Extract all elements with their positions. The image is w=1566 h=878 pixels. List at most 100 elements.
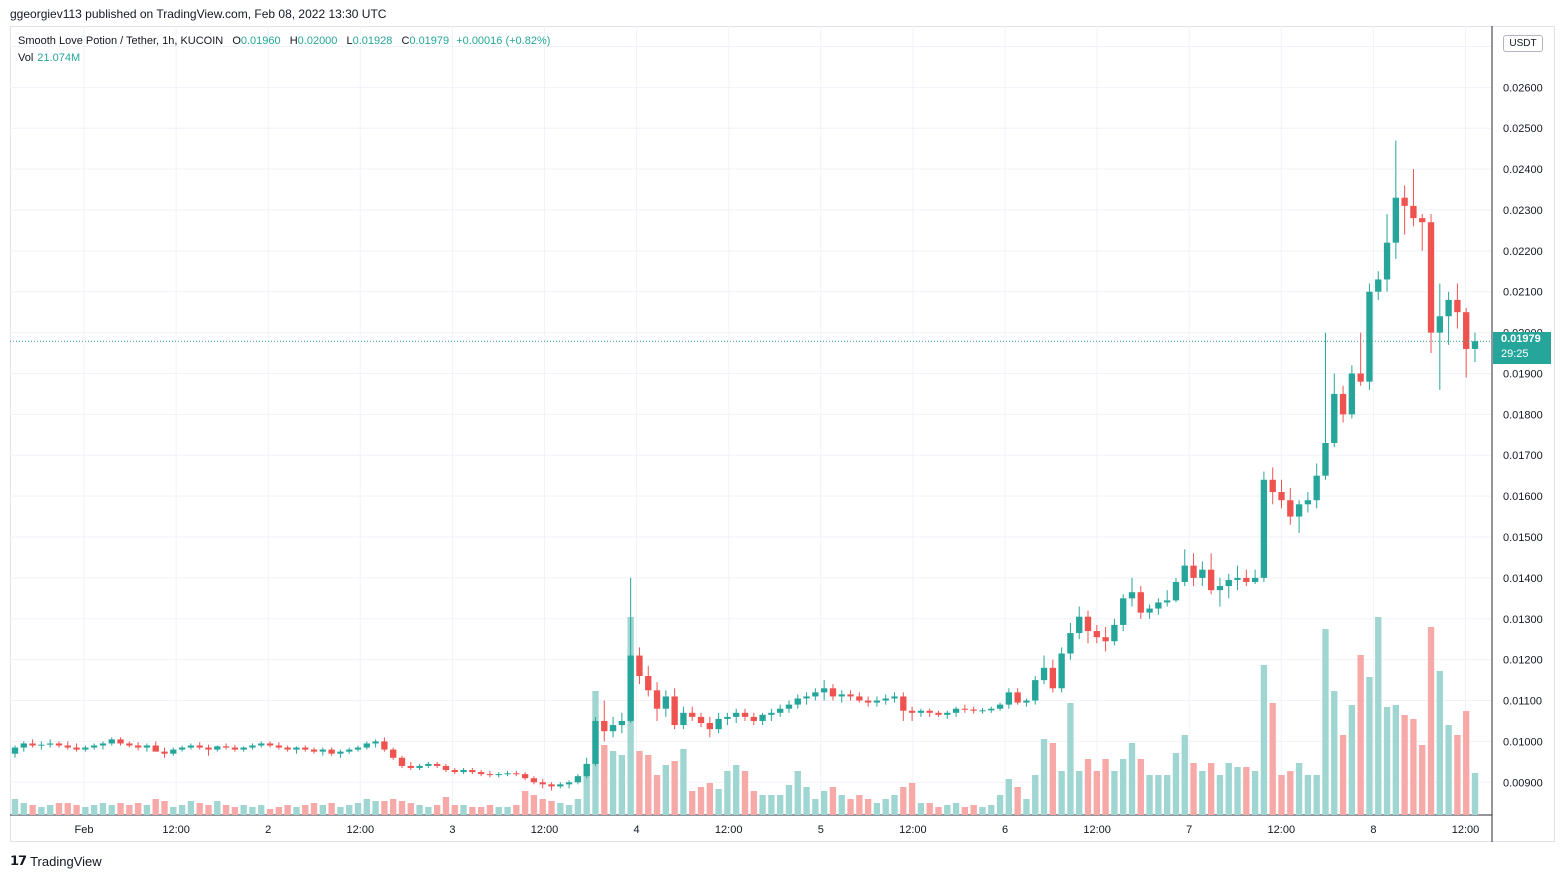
candle-body bbox=[759, 714, 766, 721]
volume-bar bbox=[794, 771, 801, 815]
volume-bar bbox=[741, 771, 749, 815]
publisher-line: ggeorgiev113 published on TradingView.co… bbox=[10, 7, 387, 21]
low-value: 0.01928 bbox=[352, 35, 393, 47]
volume-bar bbox=[565, 805, 573, 815]
candle-body bbox=[302, 747, 309, 750]
volume-bar bbox=[935, 807, 942, 815]
volume-bar bbox=[1155, 775, 1162, 815]
candle-body bbox=[258, 743, 265, 746]
candle-body bbox=[645, 676, 652, 691]
volume-bar bbox=[1049, 743, 1056, 815]
candle-body bbox=[680, 712, 687, 726]
y-tick-label: 0.02600 bbox=[1503, 82, 1543, 94]
candle-body bbox=[900, 696, 907, 711]
volume-bar bbox=[803, 787, 810, 815]
volume-bar bbox=[838, 795, 845, 815]
candle-body bbox=[187, 745, 195, 748]
volume-bar bbox=[1339, 735, 1347, 815]
candle-body bbox=[548, 784, 555, 787]
candle-body bbox=[1102, 637, 1109, 642]
candle-body bbox=[1313, 475, 1320, 501]
candle-body bbox=[1427, 222, 1435, 333]
volume-bar bbox=[583, 765, 590, 815]
tradingview-brand[interactable]: 𝟭𝟳 TradingView bbox=[10, 853, 102, 869]
volume-bar bbox=[442, 797, 450, 815]
volume-bar bbox=[1207, 763, 1215, 815]
volume-bar bbox=[1172, 753, 1180, 815]
symbol-label[interactable]: Smooth Love Potion / Tether, 1h, KUCOIN bbox=[18, 35, 224, 47]
candle-body bbox=[55, 743, 63, 746]
volume-bar bbox=[398, 801, 406, 815]
candle-body bbox=[1128, 592, 1136, 599]
candle-body bbox=[275, 745, 283, 748]
candle-body bbox=[530, 778, 538, 783]
volume-bar bbox=[434, 805, 441, 815]
candle-body bbox=[583, 763, 590, 777]
candle-body bbox=[1366, 291, 1373, 382]
candle-body bbox=[864, 700, 872, 703]
volume-bar bbox=[469, 807, 476, 815]
candle-body bbox=[891, 696, 898, 699]
candle-body bbox=[1392, 197, 1400, 243]
volume-bar bbox=[908, 783, 916, 815]
candle-body bbox=[979, 710, 986, 712]
x-tick-label: 5 bbox=[818, 824, 824, 836]
candle-body bbox=[214, 746, 221, 750]
candle-body bbox=[917, 710, 925, 713]
volume-bar bbox=[337, 807, 344, 815]
candle-body bbox=[477, 772, 485, 775]
candle-body bbox=[636, 655, 643, 677]
candle-body bbox=[1339, 393, 1347, 415]
volume-bar bbox=[425, 807, 432, 815]
volume-bar bbox=[319, 805, 326, 815]
ohlc-legend: Smooth Love Potion / Tether, 1h, KUCOIN … bbox=[18, 35, 550, 47]
candle-body bbox=[469, 770, 476, 773]
volume-bar bbox=[1348, 705, 1356, 815]
candle-body bbox=[1014, 692, 1021, 703]
volume-bar bbox=[539, 799, 546, 815]
volume-bar bbox=[134, 803, 142, 815]
candle-body bbox=[513, 773, 520, 775]
candle-body bbox=[249, 745, 256, 748]
y-tick-label: 0.02100 bbox=[1503, 287, 1543, 299]
volume-bar bbox=[1067, 703, 1074, 815]
candle-body bbox=[1111, 624, 1118, 642]
volume-bar bbox=[346, 805, 353, 815]
candle-body bbox=[451, 770, 458, 773]
candle-body bbox=[108, 739, 115, 744]
volume-bar bbox=[1137, 759, 1144, 815]
candle-body bbox=[143, 745, 151, 748]
y-tick-label: 0.00900 bbox=[1503, 777, 1543, 789]
candle-body bbox=[495, 774, 502, 776]
volume-bar bbox=[178, 805, 186, 815]
volume-bar bbox=[240, 805, 247, 815]
volume-bar bbox=[557, 803, 564, 815]
candle-body bbox=[777, 708, 784, 713]
volume-bar bbox=[891, 795, 898, 815]
y-tick-label: 0.01400 bbox=[1503, 573, 1543, 585]
volume-bar bbox=[64, 803, 71, 815]
candle-body bbox=[1155, 602, 1162, 609]
candle-body bbox=[319, 749, 326, 752]
volume-bar bbox=[847, 799, 854, 815]
candle-body bbox=[706, 723, 713, 730]
y-tick-label: 0.01500 bbox=[1503, 532, 1543, 544]
y-tick-label: 0.01900 bbox=[1503, 368, 1543, 380]
brand-label: TradingView bbox=[30, 853, 102, 869]
volume-bar bbox=[20, 803, 27, 815]
y-tick-label: 0.02400 bbox=[1503, 164, 1543, 176]
candle-body bbox=[1278, 492, 1285, 501]
candle-body bbox=[29, 743, 36, 746]
volume-bar bbox=[1295, 763, 1303, 815]
volume-bar bbox=[310, 803, 318, 815]
candle-body bbox=[372, 741, 379, 744]
candle-body bbox=[820, 688, 828, 693]
currency-button[interactable]: USDT bbox=[1503, 35, 1543, 52]
candle-body bbox=[1181, 565, 1188, 582]
volume-bar bbox=[926, 803, 933, 815]
y-tick-label: 0.01000 bbox=[1503, 736, 1543, 748]
y-tick-label: 0.02500 bbox=[1503, 123, 1543, 135]
candle-body bbox=[310, 749, 318, 752]
volume-bar bbox=[1419, 745, 1426, 815]
